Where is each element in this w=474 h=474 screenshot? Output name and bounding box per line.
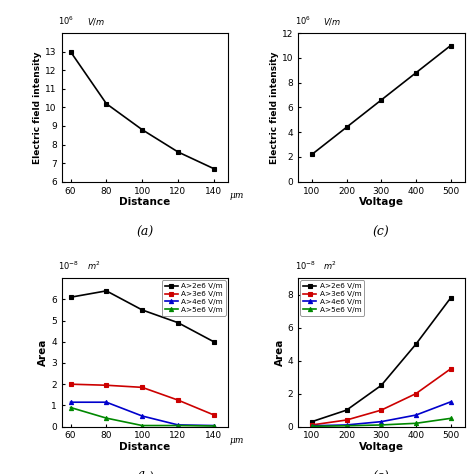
Y-axis label: Electric field intensity: Electric field intensity [34,51,43,164]
A>3e6 V/m [68,382,73,387]
A>2e6 V/m [448,295,454,301]
Line: A>5e6 V/m: A>5e6 V/m [68,405,216,428]
Text: $V/m$: $V/m$ [87,16,105,27]
Text: $m^2$: $m^2$ [87,260,100,272]
A>3e6 V/m [211,412,217,418]
A>5e6 V/m [413,420,419,426]
A>5e6 V/m [378,422,384,428]
Line: A>3e6 V/m: A>3e6 V/m [310,367,453,427]
Text: $10^6$: $10^6$ [295,15,311,27]
X-axis label: Distance: Distance [119,197,171,207]
Text: (c): (c) [373,471,390,474]
A>5e6 V/m [103,415,109,421]
A>2e6 V/m [413,341,419,347]
A>3e6 V/m [344,417,349,423]
Y-axis label: Area: Area [38,339,48,366]
A>3e6 V/m [175,397,181,403]
Text: μm: μm [230,191,244,200]
A>5e6 V/m [211,423,217,429]
Text: $10^{-8}$: $10^{-8}$ [295,260,316,272]
Line: A>4e6 V/m: A>4e6 V/m [310,400,453,428]
A>5e6 V/m [309,423,315,429]
A>3e6 V/m [378,407,384,413]
Line: A>2e6 V/m: A>2e6 V/m [310,296,453,424]
A>3e6 V/m [103,383,109,388]
Y-axis label: Electric field intensity: Electric field intensity [270,51,279,164]
A>2e6 V/m [139,307,145,313]
A>4e6 V/m [344,422,349,428]
A>3e6 V/m [139,384,145,390]
A>2e6 V/m [68,294,73,300]
A>4e6 V/m [68,400,73,405]
A>5e6 V/m [344,423,349,428]
A>2e6 V/m [378,383,384,388]
A>4e6 V/m [448,399,454,405]
Line: A>3e6 V/m: A>3e6 V/m [68,382,216,417]
Line: A>2e6 V/m: A>2e6 V/m [68,289,216,344]
A>4e6 V/m [413,412,419,418]
A>4e6 V/m [103,400,109,405]
A>2e6 V/m [175,320,181,326]
A>5e6 V/m [448,416,454,421]
A>3e6 V/m [309,422,315,428]
Text: $m^2$: $m^2$ [323,260,337,272]
Text: (b): (b) [136,471,154,474]
A>2e6 V/m [211,339,217,345]
Text: μm: μm [230,436,244,445]
A>4e6 V/m [139,413,145,419]
A>2e6 V/m [344,407,349,413]
X-axis label: Voltage: Voltage [359,197,404,207]
A>2e6 V/m [309,419,315,425]
Y-axis label: Area: Area [274,339,285,366]
Legend: A>2e6 V/m, A>3e6 V/m, A>4e6 V/m, A>5e6 V/m: A>2e6 V/m, A>3e6 V/m, A>4e6 V/m, A>5e6 V… [300,280,364,316]
A>3e6 V/m [448,366,454,372]
X-axis label: Distance: Distance [119,442,171,452]
A>5e6 V/m [68,405,73,410]
Text: $10^6$: $10^6$ [58,15,74,27]
A>4e6 V/m [309,423,315,428]
Text: (c): (c) [373,226,390,239]
A>4e6 V/m [211,423,217,428]
Text: $V/m$: $V/m$ [323,16,341,27]
A>4e6 V/m [378,419,384,425]
Legend: A>2e6 V/m, A>3e6 V/m, A>4e6 V/m, A>5e6 V/m: A>2e6 V/m, A>3e6 V/m, A>4e6 V/m, A>5e6 V… [162,280,226,316]
Text: $10^{-8}$: $10^{-8}$ [58,260,79,272]
X-axis label: Voltage: Voltage [359,442,404,452]
Text: (a): (a) [136,226,154,239]
A>3e6 V/m [413,391,419,396]
A>2e6 V/m [103,288,109,294]
A>4e6 V/m [175,422,181,428]
A>5e6 V/m [139,423,145,428]
Line: A>4e6 V/m: A>4e6 V/m [68,400,216,428]
A>5e6 V/m [175,423,181,428]
Line: A>5e6 V/m: A>5e6 V/m [310,416,453,428]
